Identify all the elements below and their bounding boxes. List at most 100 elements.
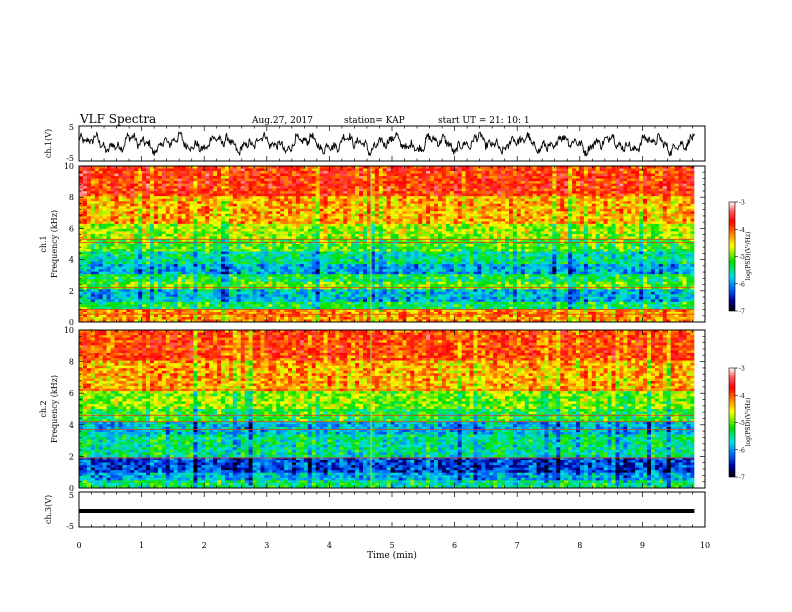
spectrogram-cell [244,188,250,192]
spectrogram-cell [505,178,510,182]
spectrogram-cell [240,223,246,227]
spectrogram-cell [560,218,565,222]
spectrogram-cell [686,208,691,212]
spectrogram-cell [516,238,522,242]
spectrogram-cell [627,168,632,172]
spectrogram-cell [489,186,494,190]
spectrogram-cell [130,176,135,179]
spectrogram-cell [248,178,253,182]
spectrogram-cell [473,218,478,222]
spectrogram-cell [394,193,399,197]
spectrogram-cell [221,201,226,205]
spectrogram-cell [264,221,269,225]
spectrogram-cell [552,181,557,185]
spectrogram-cell [394,186,399,190]
spectrogram-cell [142,168,147,172]
spectrogram-cell [130,181,135,185]
spectrogram-cell [619,213,624,217]
spectrogram-cell [382,168,388,172]
spectrogram-cell [595,206,601,210]
spectrogram-cell [662,211,668,215]
spectrogram-cell [272,218,277,222]
spectrogram-cell [126,198,131,202]
spectrogram-cell [643,178,648,182]
spectrogram-cell [457,176,463,179]
spectrogram-cell [315,181,321,185]
spectrogram-cell [505,198,510,202]
spectrogram-cell [256,221,261,225]
spectrogram-cell [193,231,198,235]
spectrogram-cell [189,188,194,192]
spectrogram-cell [572,183,577,187]
spectrogram-cell [658,211,664,215]
spectrogram-cell [579,223,585,227]
spectrogram-cell [323,191,328,195]
spectrogram-cell [224,231,230,235]
spectrogram-cell [662,166,668,169]
spectrogram-cell [485,193,490,197]
spectrogram-cell [437,226,443,230]
spectrogram-cell [639,188,644,192]
spectrogram-cell [94,216,100,220]
spectrogram-cell [603,173,608,177]
spectrogram-cell [181,221,186,225]
spectrogram-cell [307,236,313,240]
spectrogram-cell [347,223,352,227]
spectrogram-cell [686,223,691,227]
spectrogram-cell [347,201,352,205]
spectrogram-cell [422,238,427,242]
spectrogram-cell [469,233,474,237]
spectrogram-cell [315,168,321,172]
spectrogram-cell [134,221,139,225]
spectrogram-cell [434,216,439,220]
spectrogram-cell [623,218,628,222]
spectrogram-cell [501,186,506,190]
spectrogram-cell [248,233,253,237]
spectrogram-cell [473,221,478,225]
spectrogram-cell [670,233,676,237]
spectrogram-cell [579,228,585,232]
spectrogram-cell [643,206,648,210]
spectrogram-cell [146,221,151,225]
spectrogram-cell [256,208,261,212]
spectrogram-cell [394,208,399,212]
spectrogram-cell [232,171,238,174]
spectrogram-cell [244,203,250,207]
spectrogram-cell [197,201,202,205]
spectrogram-cell [445,203,451,207]
spectrogram-cell [410,226,415,230]
spectrogram-cell [339,213,344,217]
spectrogram-cell [138,216,143,220]
spectrogram-cell [643,228,648,232]
spectrogram-cell [339,236,344,240]
spectrogram-cell [331,176,336,179]
spectrogram-cell [374,208,380,212]
spectrogram-cell [524,226,530,230]
spectrogram-cell [79,181,84,185]
spectrogram-cell [134,236,139,240]
spectrogram-cell [248,193,253,197]
spectrogram-cell [422,166,427,169]
spectrogram-cell [374,181,380,185]
spectrogram-cell [465,211,470,215]
spectrogram-cell [414,226,419,230]
spectrogram-cell [122,238,127,242]
spectrogram-cell [323,176,328,179]
spectrogram-cell [146,168,151,172]
spectrogram-cell [355,166,360,169]
spectrogram-cell [544,168,549,172]
spectrogram-cell [445,218,451,222]
spectrogram-cell [142,223,147,227]
spectrogram-cell [288,201,293,205]
spectrogram-cell [256,173,261,177]
spectrogram-cell [189,181,194,185]
spectrogram-cell [477,176,482,179]
spectrogram-cell [343,218,348,222]
spectrogram-cell [477,211,482,215]
spectrogram-cell [430,176,435,179]
spectrogram-cell [82,203,88,207]
spectrogram-cell [587,233,593,237]
spectrogram-cell [678,191,683,195]
spectrogram-cell [307,181,313,185]
spectrogram-cell [193,228,198,232]
